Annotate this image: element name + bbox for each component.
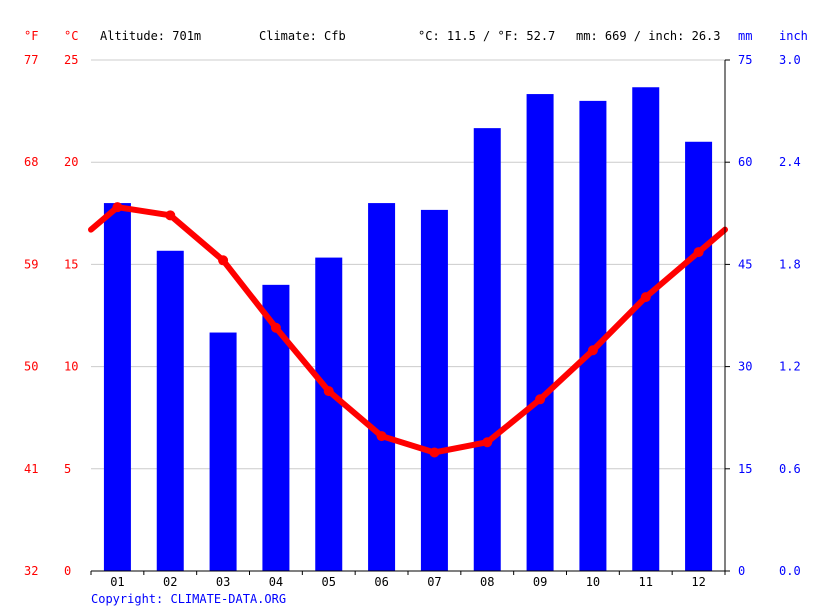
mm-tick-label: 15 <box>738 462 752 476</box>
celsius-tick-label: 25 <box>64 53 78 67</box>
celsius-axis-title: °C <box>64 29 78 43</box>
copyright-link[interactable]: Copyright: CLIMATE-DATA.ORG <box>91 592 286 606</box>
mm-tick-label: 30 <box>738 360 752 374</box>
temperature-line <box>88 202 728 458</box>
temperature-point <box>376 431 387 442</box>
precipitation-bar <box>526 94 554 572</box>
fahrenheit-tick-label: 59 <box>24 257 38 271</box>
axis-ticks: 32 0 0 0.0 41 5 15 0.6 50 10 30 1.2 59 15 45 1.8 68 20 60 2… <box>24 53 801 578</box>
fahrenheit-axis-title: °F <box>24 29 38 43</box>
mm-tick-label: 0 <box>738 564 745 578</box>
precipitation-bar <box>368 203 396 571</box>
precipitation-bar <box>579 100 607 571</box>
temperature-point <box>693 247 704 258</box>
celsius-tick-label: 20 <box>64 155 78 169</box>
temperature-point <box>429 447 440 458</box>
temperature-point <box>218 255 229 266</box>
precipitation-bars <box>103 87 713 572</box>
celsius-tick-label: 0 <box>64 564 71 578</box>
inch-axis-title: inch <box>779 29 808 43</box>
inch-tick-label: 0.0 <box>779 564 801 578</box>
month-label: 02 <box>163 575 177 589</box>
climate-label: Climate: Cfb <box>259 29 346 43</box>
celsius-tick-label: 5 <box>64 462 71 476</box>
temperature-point <box>165 210 176 221</box>
fahrenheit-tick-label: 32 <box>24 564 38 578</box>
fahrenheit-tick-label: 41 <box>24 462 38 476</box>
month-label: 11 <box>639 575 653 589</box>
celsius-tick-label: 15 <box>64 257 78 271</box>
month-label: 03 <box>216 575 230 589</box>
precipitation-bar <box>315 257 343 571</box>
mm-tick-label: 45 <box>738 257 752 271</box>
month-label: 07 <box>427 575 441 589</box>
temperature-point <box>640 292 651 303</box>
temperature-point <box>270 322 281 333</box>
grid-lines <box>91 59 725 470</box>
fahrenheit-tick-label: 50 <box>24 360 38 374</box>
mm-axis-title: mm <box>738 29 752 43</box>
precipitation-total-label: mm: 669 / inch: 26.3 <box>576 29 721 43</box>
temperature-point <box>112 202 123 213</box>
month-label: 04 <box>269 575 283 589</box>
inch-tick-label: 2.4 <box>779 155 801 169</box>
month-labels: 01 02 03 04 05 06 07 08 09 10 11 12 <box>90 571 726 589</box>
precipitation-bar <box>420 209 448 572</box>
inch-tick-label: 1.8 <box>779 257 801 271</box>
precipitation-bar <box>156 250 184 572</box>
month-label: 01 <box>110 575 124 589</box>
precipitation-bar <box>685 141 713 571</box>
temperature-average-label: °C: 11.5 / °F: 52.7 <box>418 29 555 43</box>
fahrenheit-tick-label: 68 <box>24 155 38 169</box>
temperature-point <box>587 345 598 356</box>
mm-tick-label: 75 <box>738 53 752 67</box>
inch-tick-label: 3.0 <box>779 53 801 67</box>
temperature-point <box>323 386 334 397</box>
month-label: 12 <box>691 575 705 589</box>
precipitation-bar <box>473 128 501 571</box>
altitude-label: Altitude: 701m <box>100 29 201 43</box>
mm-tick-label: 60 <box>738 155 752 169</box>
month-label: 08 <box>480 575 494 589</box>
month-label: 06 <box>374 575 388 589</box>
month-label: 09 <box>533 575 547 589</box>
precipitation-bar <box>209 332 237 571</box>
precipitation-bar <box>103 203 131 571</box>
temperature-point <box>535 394 546 405</box>
inch-tick-label: 1.2 <box>779 360 801 374</box>
temperature-point <box>482 437 493 448</box>
fahrenheit-tick-label: 77 <box>24 53 38 67</box>
precipitation-bar <box>632 87 660 572</box>
inch-tick-label: 0.6 <box>779 462 801 476</box>
celsius-tick-label: 10 <box>64 360 78 374</box>
temperature-series-line <box>88 204 728 456</box>
month-label: 10 <box>586 575 600 589</box>
month-label: 05 <box>322 575 336 589</box>
